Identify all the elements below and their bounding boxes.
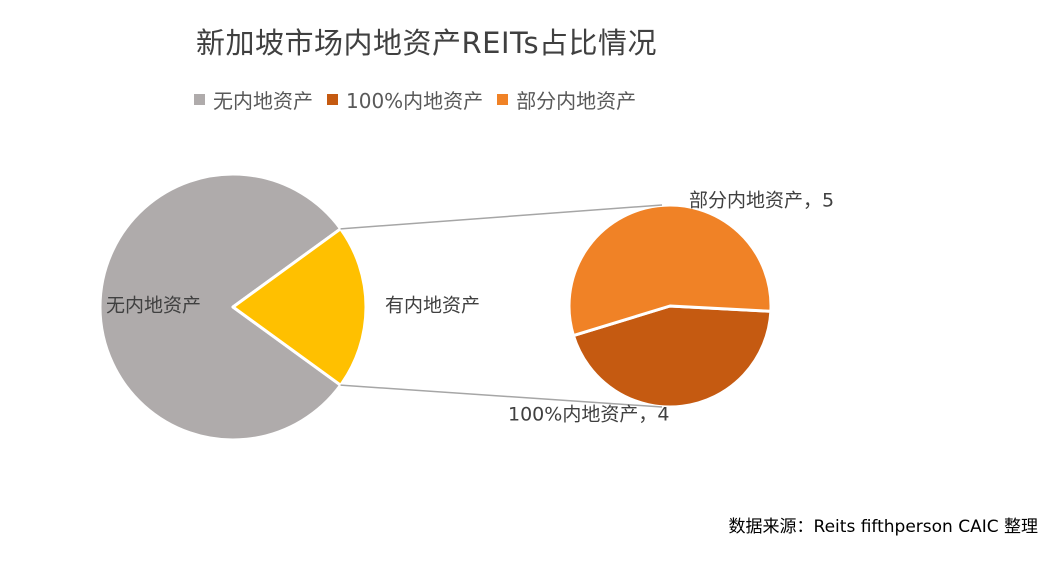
source-note: 数据来源：Reits fifthperson CAIC 整理 — [728, 517, 1038, 537]
pie-slice-full-mainland — [571, 304, 773, 409]
legend-item-full: 100%内地资产 — [327, 85, 483, 114]
chart-legend: 无内地资产 100%内地资产 部分内地资产 — [194, 85, 650, 114]
legend-item-none: 无内地资产 — [194, 85, 313, 114]
legend-swatch-partial — [497, 94, 509, 105]
legend-swatch-none — [194, 94, 205, 105]
connector-line-bottom — [340, 384, 663, 408]
legend-swatch-full — [327, 94, 338, 105]
pie-slice-no-mainland — [98, 172, 343, 442]
legend-item-partial: 部分内地资产 — [497, 85, 636, 114]
legend-label-full: 100%内地资产 — [346, 89, 484, 113]
data-label-has-mainland: 有内地资产 — [385, 295, 480, 317]
data-label-full-mainland: 100%内地资产，4 — [508, 404, 669, 426]
legend-label-partial: 部分内地资产 — [516, 89, 637, 113]
legend-label-none: 无内地资产 — [213, 89, 313, 113]
connector-line-top — [340, 204, 663, 230]
data-label-partial-mainland: 部分内地资产，5 — [689, 190, 834, 212]
chart-title: 新加坡市场内地资产REITs占比情况 — [196, 26, 658, 60]
data-label-no-mainland: 无内地资产 — [106, 295, 201, 317]
pie-slice-has-mainland — [231, 227, 368, 387]
